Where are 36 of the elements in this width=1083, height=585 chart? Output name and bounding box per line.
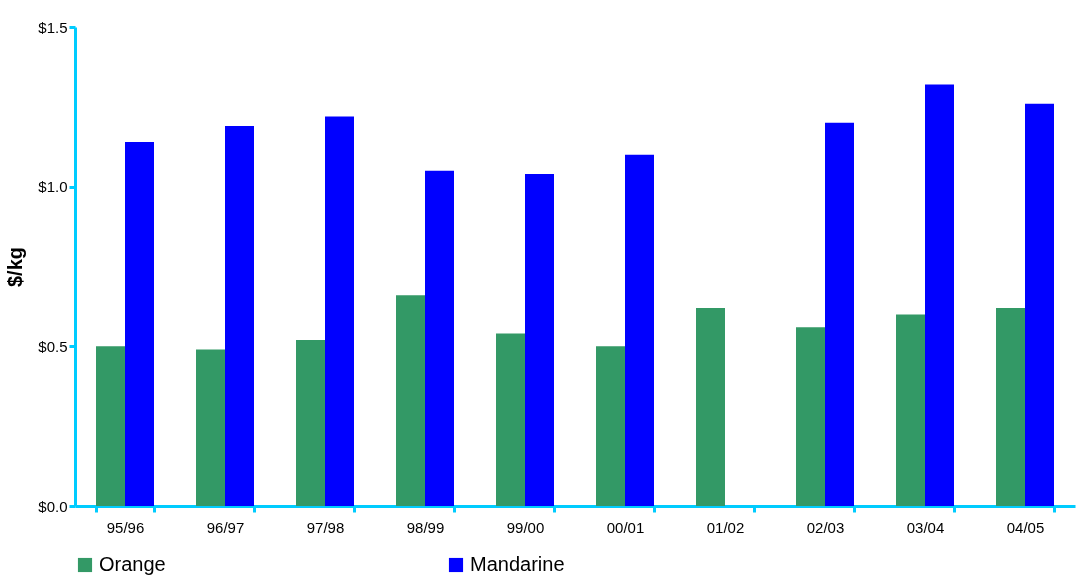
bar bbox=[925, 84, 954, 506]
bar bbox=[425, 170, 454, 506]
y-tick-label: $1.0 bbox=[38, 178, 68, 196]
x-tick-label: 98/99 bbox=[406, 518, 445, 536]
bar bbox=[1025, 103, 1054, 506]
x-tick-label: 03/04 bbox=[906, 518, 945, 536]
x-tick-label: 01/02 bbox=[706, 518, 745, 536]
x-tick-label: 04/05 bbox=[1006, 518, 1045, 536]
bar bbox=[496, 333, 525, 506]
bar bbox=[225, 125, 254, 506]
bar bbox=[125, 141, 154, 506]
y-tick-label: $0.5 bbox=[38, 337, 68, 355]
x-tick-label: 99/00 bbox=[506, 518, 545, 536]
bar bbox=[325, 116, 354, 506]
legend-label: Orange bbox=[99, 553, 166, 575]
bar bbox=[96, 346, 125, 506]
bar bbox=[796, 327, 825, 506]
bar bbox=[296, 339, 325, 506]
bar bbox=[396, 295, 425, 506]
bar bbox=[825, 122, 854, 506]
x-tick-label: 97/98 bbox=[306, 518, 345, 536]
bar bbox=[696, 308, 725, 506]
x-tick-label: 02/03 bbox=[806, 518, 845, 536]
y-tick-label: $1.5 bbox=[38, 18, 68, 36]
y-axis-title: $/kg bbox=[4, 246, 27, 288]
bar bbox=[525, 173, 554, 506]
x-tick-label: 95/96 bbox=[106, 518, 145, 536]
x-tick-label: 00/01 bbox=[606, 518, 645, 536]
x-tick-label: 96/97 bbox=[206, 518, 245, 536]
legend-label: Mandarine bbox=[470, 553, 565, 575]
y-tick-label: $0.0 bbox=[38, 497, 68, 515]
bar bbox=[196, 349, 225, 506]
bar bbox=[996, 308, 1025, 506]
bar bbox=[596, 346, 625, 506]
bar bbox=[896, 314, 925, 506]
bar bbox=[625, 154, 654, 506]
